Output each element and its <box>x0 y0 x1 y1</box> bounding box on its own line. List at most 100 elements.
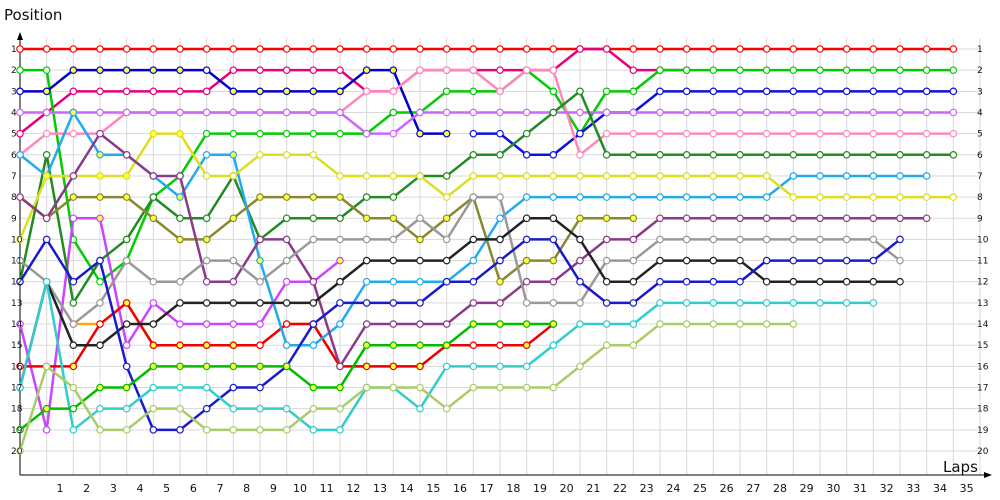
data-point <box>549 87 558 96</box>
data-point <box>442 256 451 265</box>
data-point <box>522 341 531 350</box>
data-point <box>656 277 664 286</box>
data-point <box>229 214 238 223</box>
data-point <box>789 214 798 223</box>
data-point <box>282 320 291 328</box>
x-tick-label: 32 <box>880 482 894 495</box>
x-tick-label: 7 <box>217 482 224 495</box>
data-point <box>256 150 264 159</box>
data-point <box>16 45 24 53</box>
data-point <box>629 45 638 53</box>
data-point <box>842 193 851 201</box>
data-point <box>176 129 184 138</box>
data-point <box>442 404 451 413</box>
data-point <box>842 66 851 74</box>
data-point <box>602 129 611 138</box>
data-point <box>869 299 878 307</box>
data-point <box>789 87 798 96</box>
data-point <box>762 193 771 201</box>
data-point <box>96 45 104 53</box>
data-point <box>656 45 664 53</box>
data-point <box>309 129 318 138</box>
y-tick-label-right: 5 <box>977 130 983 140</box>
data-point <box>442 45 451 53</box>
data-point <box>389 108 398 117</box>
data-point <box>682 277 691 286</box>
data-point <box>949 129 958 138</box>
data-point <box>16 87 24 96</box>
data-point <box>122 426 131 434</box>
y-tick-label-left: 12 <box>11 278 22 288</box>
data-point <box>202 45 211 53</box>
y-tick-label-right: 4 <box>977 108 983 118</box>
data-point <box>96 108 104 117</box>
data-point <box>389 87 398 96</box>
data-point <box>229 87 238 96</box>
data-point <box>282 129 291 138</box>
y-tick-label-right: 1 <box>977 45 983 55</box>
data-point <box>69 108 78 117</box>
data-point <box>16 108 24 117</box>
x-tick-label: 11 <box>320 482 334 495</box>
data-point <box>202 362 211 371</box>
data-point <box>176 426 184 434</box>
data-point <box>789 150 798 159</box>
data-point <box>709 256 718 265</box>
data-point <box>416 235 424 244</box>
series-16 <box>16 193 904 328</box>
data-point <box>576 108 584 117</box>
x-tick-label: 27 <box>746 482 760 495</box>
series-12 <box>16 108 931 350</box>
data-point <box>96 87 104 96</box>
data-point <box>309 404 318 413</box>
y-tick-label-right: 15 <box>977 341 988 351</box>
y-tick-label-left: 8 <box>11 193 17 203</box>
data-point <box>522 129 531 138</box>
data-point <box>682 214 691 223</box>
data-point <box>176 87 184 96</box>
data-point <box>282 299 291 307</box>
data-point <box>736 45 744 53</box>
data-point <box>256 256 264 265</box>
data-point <box>629 108 638 117</box>
data-point <box>602 256 611 265</box>
data-point <box>469 66 478 74</box>
data-point <box>42 172 51 180</box>
data-point <box>762 320 771 328</box>
data-point <box>176 235 184 244</box>
x-tick-label: 12 <box>346 482 360 495</box>
x-tick-label: 21 <box>586 482 600 495</box>
data-point <box>789 108 798 117</box>
data-point <box>442 129 451 138</box>
data-point <box>256 404 264 413</box>
data-point <box>442 193 451 201</box>
y-tick-label-left: 17 <box>11 384 22 394</box>
data-point <box>789 45 798 53</box>
data-point <box>122 87 131 96</box>
y-tick-label-left: 14 <box>11 320 23 330</box>
series-1 <box>16 45 958 53</box>
data-point <box>256 299 264 307</box>
data-point <box>122 299 131 307</box>
data-point <box>229 341 238 350</box>
data-point <box>576 320 584 328</box>
data-point <box>149 108 158 117</box>
data-point <box>842 150 851 159</box>
data-point <box>282 87 291 96</box>
data-point <box>416 404 424 413</box>
data-point <box>16 277 24 286</box>
data-point <box>149 193 158 201</box>
data-point <box>149 320 158 328</box>
data-point <box>709 299 718 307</box>
data-point <box>682 299 691 307</box>
data-point <box>842 129 851 138</box>
data-point <box>736 299 744 307</box>
data-point <box>122 362 131 371</box>
data-point <box>96 299 104 307</box>
data-point <box>282 193 291 201</box>
data-point <box>149 214 158 223</box>
data-point <box>176 299 184 307</box>
y-tick-label-right: 14 <box>977 320 989 330</box>
y-tick-label-left: 19 <box>11 426 23 436</box>
